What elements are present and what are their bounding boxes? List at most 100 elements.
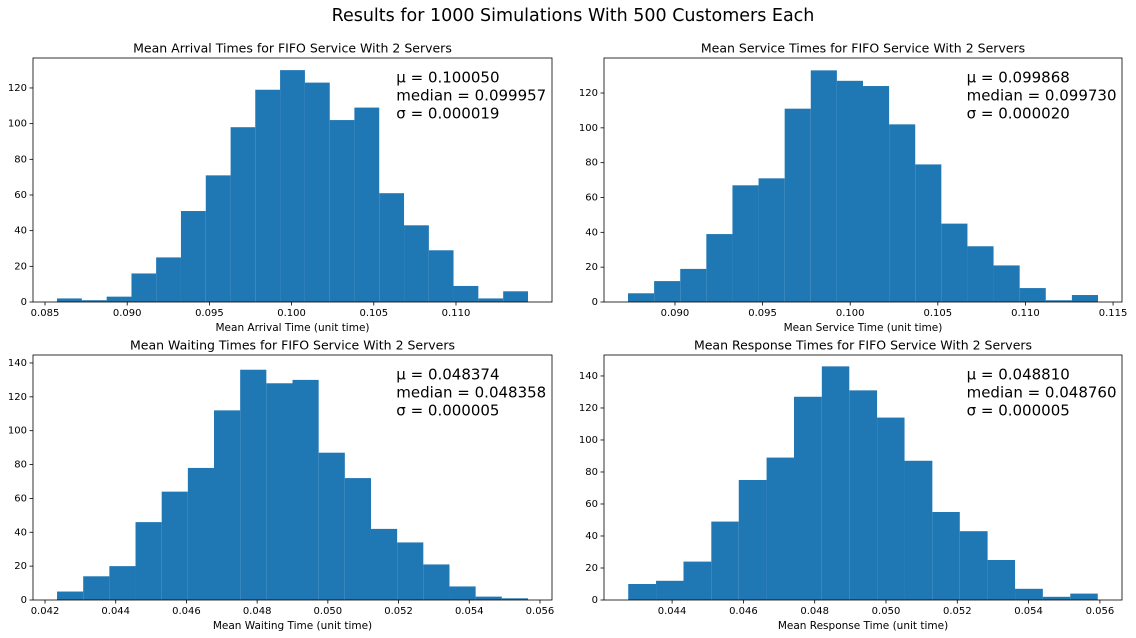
annotation: μ = 0.099868 [967,69,1070,87]
y-tick-label: 100 [8,119,27,130]
annotation: σ = 0.000005 [967,402,1070,420]
bar [680,268,707,302]
bar [187,467,215,600]
x-tick-label: 0.095 [195,308,224,319]
bar [475,596,502,600]
x-tick-label: 0.110 [1011,308,1040,319]
x-tick-label: 0.100 [836,308,865,319]
y-tick-label: 80 [14,460,27,471]
y-tick-label: 100 [8,426,27,437]
bar [501,598,528,600]
bar [758,178,785,302]
axes-title: Mean Waiting Times for FIFO Service With… [130,338,455,353]
bar [131,273,157,302]
bar [354,107,380,302]
bar [706,234,733,302]
bar [214,410,241,600]
x-tick-label: 0.095 [748,308,777,319]
annotation: μ = 0.100050 [396,69,499,87]
bar [959,531,988,600]
x-axis-label: Mean Waiting Time (unit time) [213,620,372,632]
bar [836,80,863,303]
bar [397,542,424,600]
bar [656,580,684,600]
y-tick-label: 100 [579,123,598,134]
y-tick-label: 60 [14,493,27,504]
bar [1042,596,1071,600]
bar [1045,300,1072,302]
bar [863,86,890,302]
x-axis-label: Mean Service Time (unit time) [784,322,943,334]
bar [849,390,878,600]
bar [83,576,110,600]
bar [794,396,822,600]
y-tick-label: 80 [585,158,598,169]
x-tick-label: 0.105 [924,308,953,319]
bar [156,257,181,302]
y-tick-label: 20 [585,563,598,574]
bar [109,566,136,600]
bar [941,223,968,302]
bar [904,460,933,600]
bar [766,457,795,600]
bar [821,366,850,600]
y-tick-label: 0 [592,595,598,606]
x-tick-label: 0.054 [1014,606,1043,617]
bar [292,379,319,600]
axes-frame [603,354,1123,601]
bar [428,250,454,302]
y-tick-label: 60 [14,190,27,201]
x-tick-label: 0.044 [658,606,687,617]
bar [932,511,960,600]
axes-frame [32,57,553,303]
bar [161,491,188,600]
bar [711,521,739,600]
bar [266,383,293,600]
bar [628,293,655,302]
annotation: σ = 0.000005 [396,402,499,420]
x-tick-label: 0.056 [526,606,555,617]
bar [57,591,84,600]
bar [329,120,355,302]
bar [738,479,767,600]
x-tick-label: 0.048 [243,606,272,617]
x-axis-label: Mean Arrival Time (unit time) [215,322,369,334]
bar [318,452,345,600]
bar [453,285,479,302]
bar [683,561,712,600]
y-tick-label: 0 [592,297,598,308]
annotation: median = 0.099957 [396,87,546,105]
x-tick-label: 0.105 [359,308,388,319]
y-tick-label: 20 [585,262,598,273]
bar [135,522,162,600]
x-tick-label: 0.046 [729,606,758,617]
y-tick-label: 40 [14,226,27,237]
bar [889,124,916,302]
bar [993,265,1020,302]
bar [230,127,256,302]
x-tick-label: 0.110 [442,308,471,319]
bar [404,225,429,302]
y-tick-label: 40 [14,527,27,538]
bar [967,246,994,302]
y-tick-label: 60 [585,499,598,510]
x-tick-label: 0.046 [172,606,201,617]
x-tick-label: 0.048 [800,606,829,617]
axes-title: Mean Service Times for FIFO Service With… [701,41,1025,56]
bar [478,298,504,302]
bar [205,175,231,302]
x-tick-label: 0.054 [455,606,484,617]
bar [1070,593,1098,600]
bar [1015,588,1043,600]
y-tick-label: 40 [585,227,598,238]
y-tick-label: 40 [585,531,598,542]
x-tick-label: 0.056 [1086,606,1115,617]
y-tick-label: 120 [8,392,27,403]
x-tick-label: 0.115 [1099,308,1128,319]
x-tick-label: 0.050 [314,606,343,617]
y-tick-label: 140 [579,371,598,382]
bar [1071,295,1098,302]
bar [344,478,371,600]
x-tick-label: 0.042 [31,606,60,617]
